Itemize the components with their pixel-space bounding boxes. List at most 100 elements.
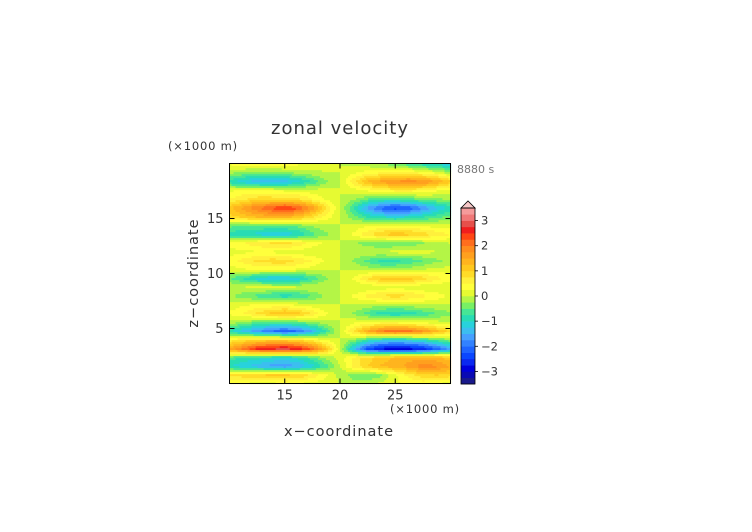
velocity-cell: [285, 325, 289, 329]
velocity-cell: [269, 367, 273, 371]
velocity-cell: [354, 301, 357, 305]
velocity-cell: [388, 369, 391, 373]
velocity-cell: [414, 299, 417, 303]
velocity-cell: [388, 363, 391, 367]
velocity-cell: [412, 357, 415, 361]
velocity-cell: [404, 377, 407, 381]
velocity-cell: [253, 325, 257, 329]
velocity-cell: [323, 323, 327, 327]
velocity-cell: [374, 327, 377, 331]
velocity-cell: [346, 323, 349, 327]
velocity-cell: [380, 371, 383, 375]
velocity-cell: [402, 381, 405, 385]
velocity-cell: [325, 357, 329, 361]
velocity-cell: [295, 317, 299, 321]
velocity-cell: [281, 369, 285, 373]
velocity-cell: [422, 357, 425, 361]
velocity-cell: [374, 337, 377, 341]
velocity-cell: [235, 337, 239, 341]
velocity-cell: [414, 345, 417, 349]
velocity-cell: [360, 327, 363, 331]
velocity-cell: [410, 325, 413, 329]
velocity-cell: [390, 369, 393, 373]
velocity-cell: [366, 373, 369, 377]
velocity-cell: [410, 321, 413, 325]
velocity-cell: [418, 325, 421, 329]
velocity-cell: [289, 305, 293, 309]
velocity-cell: [370, 375, 373, 379]
velocity-cell: [418, 297, 421, 301]
velocity-cell: [408, 337, 411, 341]
velocity-cell: [400, 361, 403, 365]
velocity-cell: [247, 381, 251, 385]
velocity-cell: [364, 321, 367, 325]
velocity-cell: [247, 357, 251, 361]
velocity-cell: [390, 363, 393, 367]
velocity-cell: [402, 377, 405, 381]
velocity-cell: [348, 333, 351, 337]
velocity-cell: [233, 365, 237, 369]
velocity-cell: [356, 381, 359, 385]
velocity-cell: [333, 323, 337, 327]
velocity-cell: [382, 339, 385, 343]
velocity-cell: [406, 363, 409, 367]
velocity-cell: [384, 369, 387, 373]
velocity-cell: [386, 323, 389, 327]
velocity-cell: [321, 375, 325, 379]
velocity-cell: [420, 367, 423, 371]
velocity-cell: [402, 345, 405, 349]
velocity-cell: [247, 349, 251, 353]
velocity-cell: [366, 305, 369, 309]
velocity-cell: [251, 373, 255, 377]
velocity-cell: [406, 347, 409, 351]
velocity-cell: [370, 297, 373, 301]
velocity-cell: [342, 367, 345, 371]
velocity-cell: [442, 355, 446, 359]
velocity-cell: [249, 301, 253, 305]
velocity-cell: [376, 367, 379, 371]
velocity-cell: [321, 347, 325, 351]
velocity-cell: [263, 381, 267, 385]
velocity-cell: [444, 323, 448, 327]
velocity-cell: [325, 299, 329, 303]
velocity-cell: [354, 377, 357, 381]
velocity-cell: [340, 315, 343, 319]
velocity-cell: [390, 341, 393, 345]
velocity-cell: [436, 301, 440, 305]
velocity-cell: [295, 327, 299, 331]
velocity-cell: [335, 341, 339, 345]
velocity-cell: [299, 305, 303, 309]
velocity-cell: [297, 343, 301, 347]
velocity-cell: [279, 363, 283, 367]
velocity-cell: [352, 381, 355, 385]
velocity-cell: [253, 331, 257, 335]
velocity-cell: [390, 325, 393, 329]
velocity-cell: [263, 377, 267, 381]
velocity-cell: [247, 295, 251, 299]
velocity-cell: [229, 323, 233, 327]
velocity-cell: [331, 359, 335, 363]
velocity-cell: [323, 381, 327, 385]
velocity-cell: [442, 303, 446, 307]
velocity-cell: [438, 345, 442, 349]
velocity-cell: [448, 345, 452, 349]
velocity-cell: [370, 335, 373, 339]
velocity-cell: [277, 319, 281, 323]
velocity-cell: [434, 365, 438, 369]
velocity-cell: [418, 367, 421, 371]
velocity-cell: [239, 367, 243, 371]
velocity-cell: [253, 341, 257, 345]
velocity-cell: [303, 293, 307, 297]
velocity-cell: [368, 337, 371, 341]
velocity-cell: [414, 309, 417, 313]
velocity-cell: [245, 313, 249, 317]
velocity-cell: [366, 297, 369, 301]
velocity-cell: [233, 319, 237, 323]
velocity-cell: [315, 331, 319, 335]
velocity-cell: [440, 299, 444, 303]
velocity-cell: [257, 377, 261, 381]
velocity-cell: [380, 311, 383, 315]
velocity-cell: [245, 327, 249, 331]
velocity-cell: [352, 365, 355, 369]
velocity-cell: [348, 299, 351, 303]
